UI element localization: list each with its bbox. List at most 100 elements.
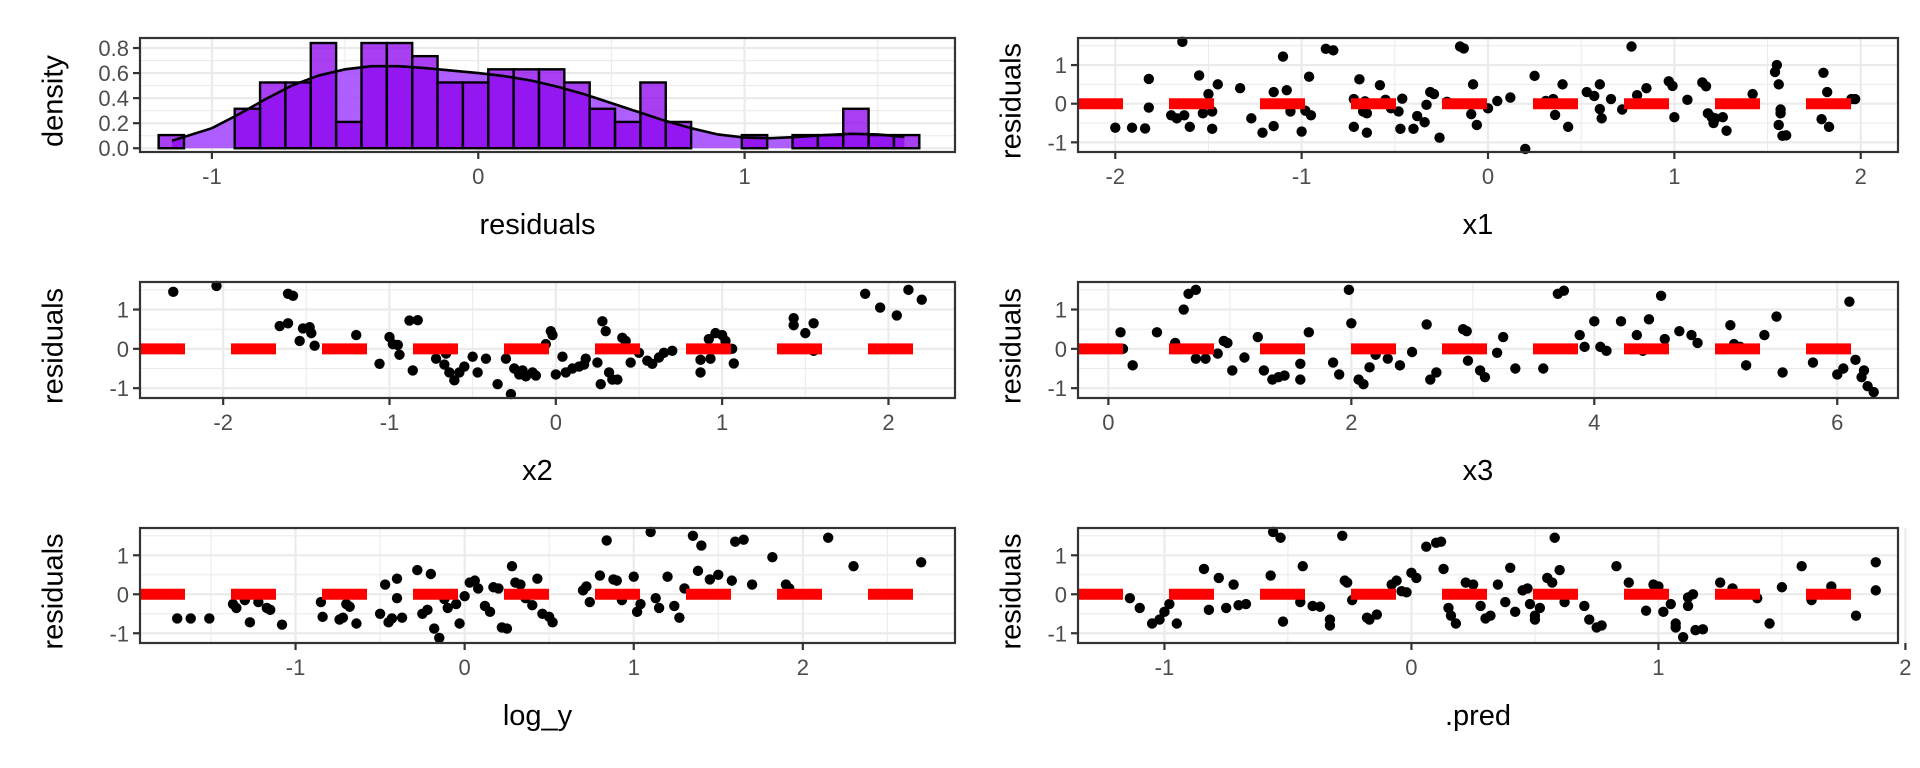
data-point <box>713 569 724 580</box>
histogram-bar <box>816 133 845 150</box>
y-tick-label: 0 <box>117 582 129 607</box>
x-tick-label: 0 <box>1482 164 1494 189</box>
y-tick-label: 0.2 <box>98 111 129 136</box>
data-point <box>726 575 738 586</box>
histogram-bar <box>385 41 414 150</box>
x-axis-title: residuals <box>479 209 595 241</box>
data-point <box>391 592 403 604</box>
data-point <box>859 288 871 299</box>
y-tick-label: 0.6 <box>98 61 129 86</box>
y-tick-label: -1 <box>109 621 129 646</box>
data-point <box>612 374 623 385</box>
data-point <box>1870 585 1881 596</box>
x-tick-label: -2 <box>1105 164 1125 189</box>
data-point <box>1246 113 1257 124</box>
data-point <box>1361 108 1373 119</box>
data-point <box>430 353 442 364</box>
data-point <box>1395 123 1406 135</box>
histogram-bar <box>867 133 896 150</box>
data-point <box>1305 110 1317 121</box>
data-point <box>1303 71 1315 82</box>
data-point <box>687 530 699 541</box>
data-point <box>1220 602 1232 614</box>
data-point <box>379 579 391 590</box>
data-point <box>650 592 661 604</box>
histogram-bar <box>284 81 312 150</box>
data-point <box>500 353 512 364</box>
data-point <box>1759 329 1770 341</box>
histogram-bar <box>639 81 667 150</box>
data-point <box>168 286 179 298</box>
data-point <box>1228 579 1239 590</box>
data-point <box>1461 325 1472 337</box>
data-point <box>1522 583 1533 594</box>
data-point <box>231 602 242 614</box>
data-point <box>391 573 403 584</box>
x-axis-title: log_y <box>503 700 573 732</box>
data-point <box>317 611 328 623</box>
panel-border <box>1076 280 1900 400</box>
data-point <box>1492 95 1503 107</box>
data-point <box>1485 610 1496 621</box>
data-point <box>916 294 927 305</box>
data-point <box>407 365 418 376</box>
data-point <box>527 599 538 611</box>
histogram-bar <box>892 133 921 150</box>
data-point <box>580 353 591 364</box>
data-point <box>1596 620 1607 631</box>
data-point <box>1491 347 1503 358</box>
data-point <box>601 535 612 546</box>
data-point <box>337 612 349 623</box>
data-point <box>1850 610 1862 621</box>
data-point <box>1354 74 1365 85</box>
data-point <box>1222 337 1233 349</box>
data-point <box>1203 88 1214 100</box>
data-point <box>674 612 685 623</box>
panel-x2: -2 -1 0 1 2 -1 0 1 x2 residuals <box>38 280 957 487</box>
data-point <box>1164 598 1175 610</box>
data-point <box>1213 572 1224 584</box>
data-point <box>351 618 362 629</box>
data-point <box>848 561 859 572</box>
data-point <box>1154 614 1165 625</box>
y-tick-label: -1 <box>109 376 129 401</box>
histogram-bar <box>258 81 287 150</box>
data-point <box>635 598 646 610</box>
panel-border <box>138 280 957 400</box>
data-point <box>695 367 706 378</box>
data-point <box>1198 563 1210 575</box>
data-point <box>506 561 518 572</box>
data-point <box>647 358 658 369</box>
data-point <box>1771 59 1783 71</box>
x-tick-label: 2 <box>797 655 809 680</box>
data-point <box>1665 598 1676 610</box>
data-point <box>1143 73 1155 85</box>
data-point <box>1780 130 1792 141</box>
data-point <box>211 280 222 292</box>
x-tick-label: -1 <box>286 655 306 680</box>
data-point <box>1295 374 1306 385</box>
data-point <box>1265 570 1276 581</box>
x-tick-label: 0 <box>472 164 484 189</box>
data-point <box>1434 132 1445 143</box>
y-tick-label: 1 <box>1055 298 1067 323</box>
data-point <box>1466 108 1477 120</box>
data-point <box>1773 79 1784 90</box>
data-point <box>309 340 320 351</box>
data-point <box>1601 345 1612 357</box>
data-point <box>669 600 680 612</box>
y-axis-title: residuals <box>996 533 1028 649</box>
data-point <box>667 345 678 357</box>
data-point <box>1346 318 1357 329</box>
data-point <box>374 358 385 369</box>
panel-border <box>1076 526 1900 645</box>
data-point <box>1419 117 1430 128</box>
data-point <box>1640 605 1652 616</box>
data-point <box>547 329 558 341</box>
data-point <box>1631 329 1643 341</box>
data-point <box>1796 561 1807 572</box>
data-point <box>874 302 886 313</box>
data-point <box>1364 614 1375 625</box>
y-tick-label: -1 <box>1047 621 1067 646</box>
data-point <box>1421 541 1432 552</box>
